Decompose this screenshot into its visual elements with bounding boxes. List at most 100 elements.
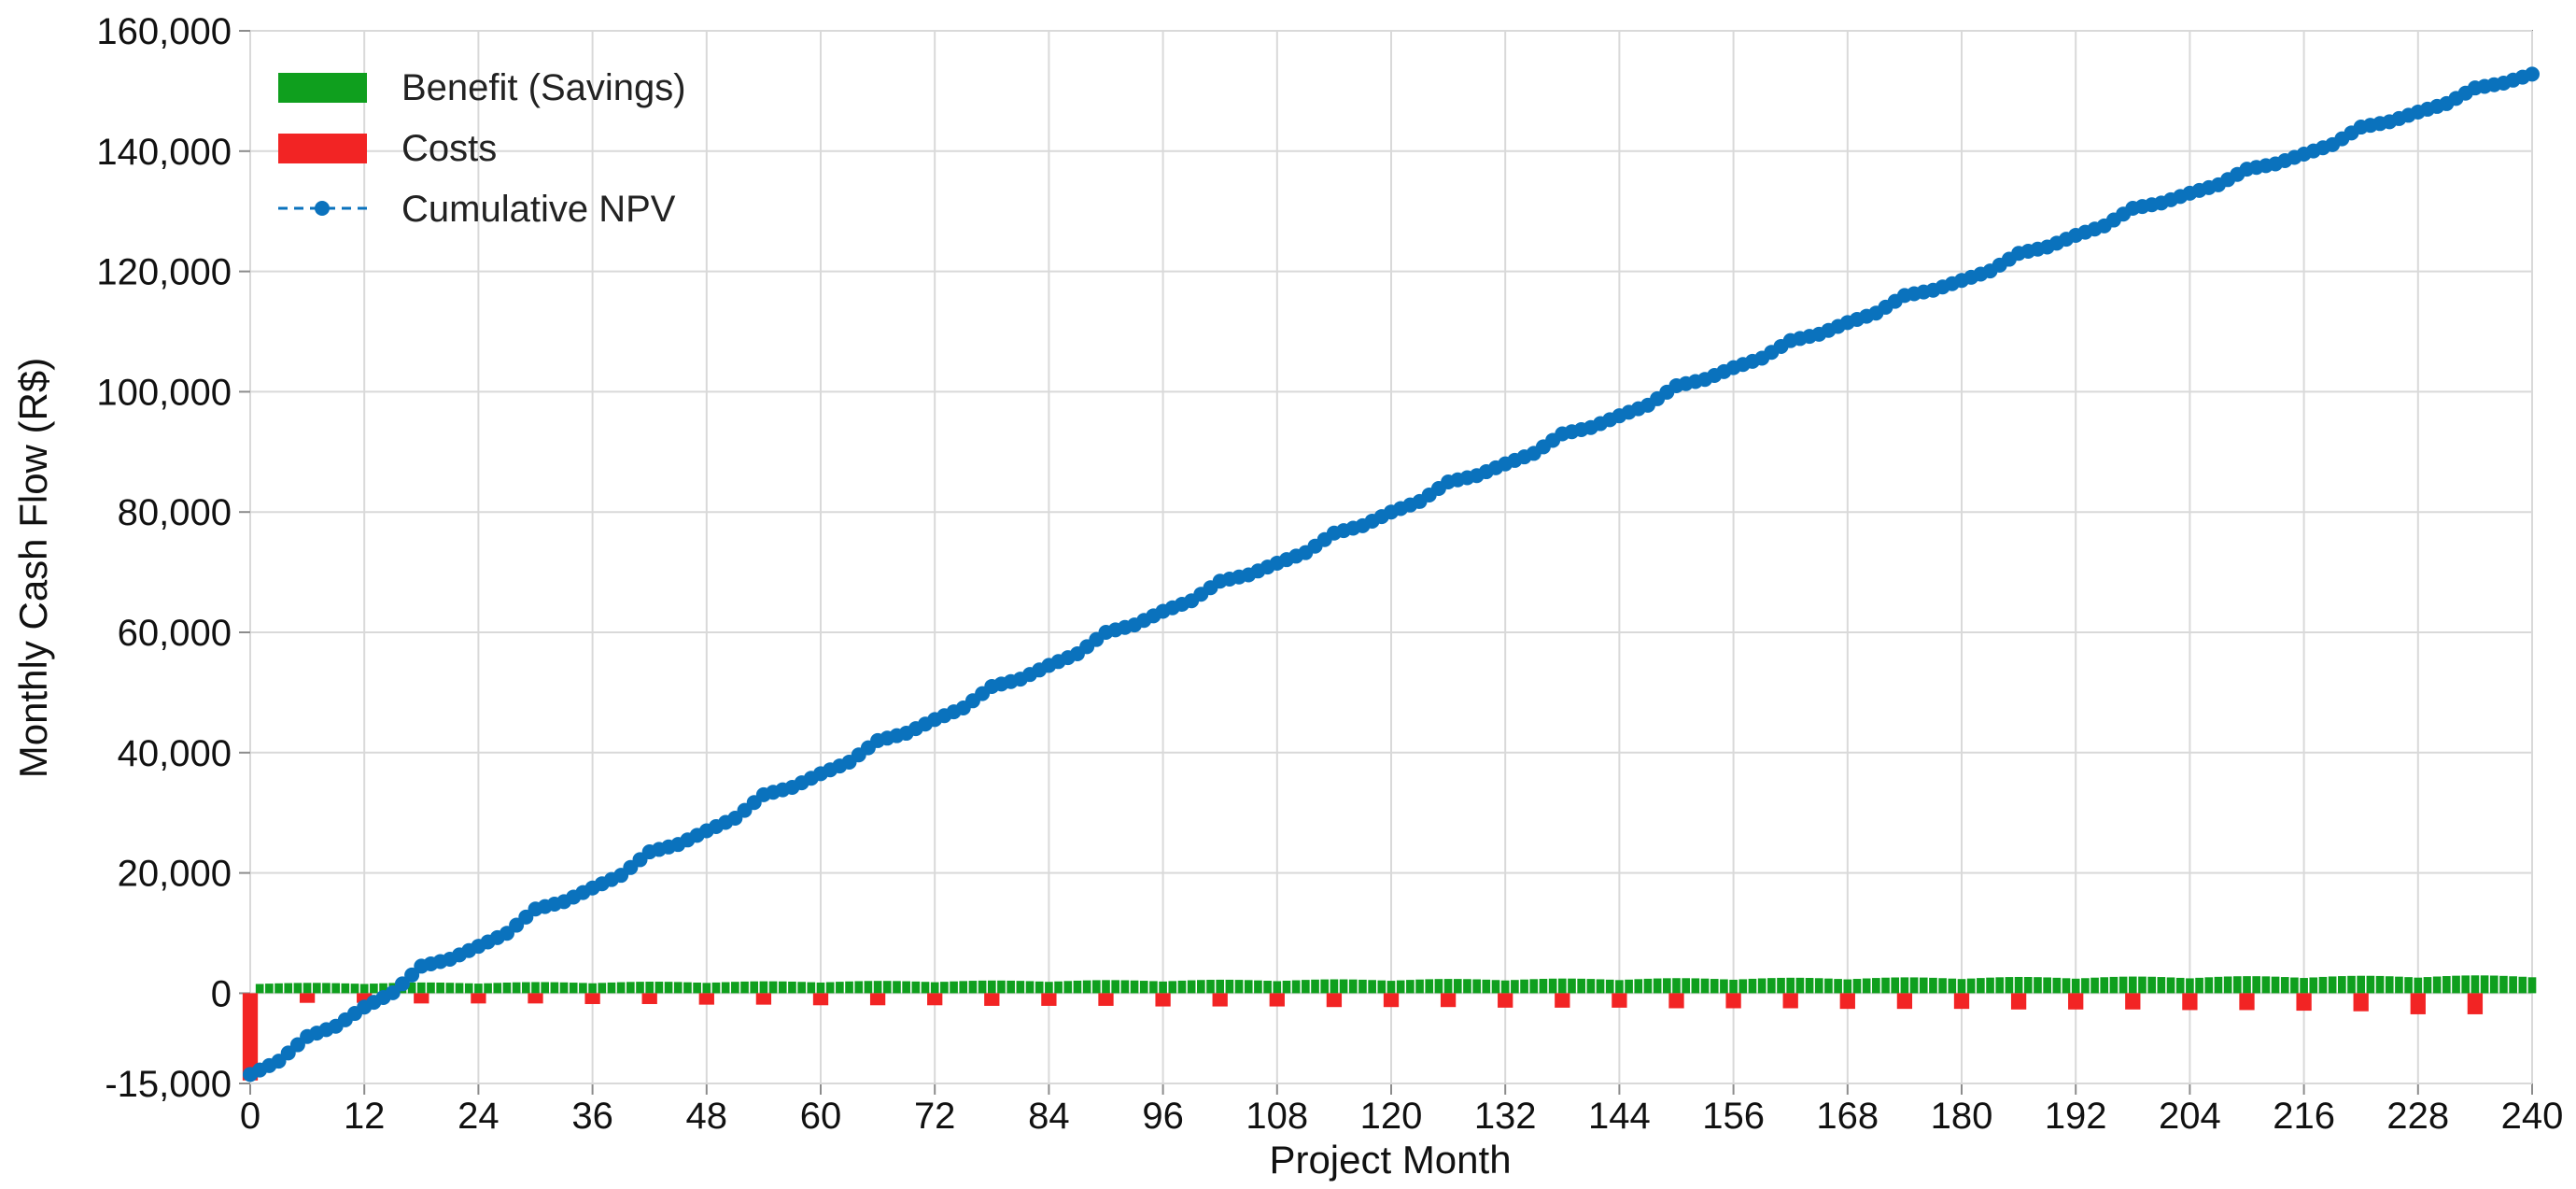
cost-bar xyxy=(2296,993,2312,1012)
benefit-bar xyxy=(854,981,864,994)
y-tick-label: 120,000 xyxy=(96,252,232,293)
benefit-bar xyxy=(303,983,312,994)
benefit-bar xyxy=(1891,977,1900,994)
benefit-bar xyxy=(1700,978,1710,994)
benefit-bar xyxy=(2166,977,2175,994)
benefit-bar xyxy=(2489,975,2499,994)
benefit-bar xyxy=(1263,981,1272,994)
benefit-bar xyxy=(911,981,921,994)
tick-labels: 0 12 24 36 48 60 72 84 96 108 120 132 144 156 168 180 19… xyxy=(96,11,2563,1137)
x-tick-label: 192 xyxy=(2045,1096,2107,1137)
benefit-bar xyxy=(379,983,387,994)
cost-bar xyxy=(2010,993,2027,1010)
benefit-bar xyxy=(265,984,274,994)
cost-bar xyxy=(1440,993,1457,1008)
cost-bar xyxy=(1269,993,1285,1007)
cost-bar xyxy=(1212,993,1228,1007)
benefit-bar xyxy=(1035,981,1044,994)
benefit-bar xyxy=(1082,980,1091,994)
benefit-bar xyxy=(1149,981,1158,994)
benefit-bar xyxy=(2452,975,2460,994)
legend-label-benefit: Benefit (Savings) xyxy=(401,67,686,108)
benefit-bar xyxy=(1091,980,1101,994)
benefit-bar xyxy=(1672,978,1681,994)
benefit-bar xyxy=(1977,978,1985,994)
benefit-bar xyxy=(959,981,968,994)
benefit-bar xyxy=(1443,979,1453,994)
benefit-bar xyxy=(1406,980,1415,994)
benefit-bar xyxy=(2014,976,2023,994)
cost-bar xyxy=(357,993,373,1003)
npv-point xyxy=(385,984,401,1000)
benefit-bar xyxy=(1339,979,1348,994)
x-tick-label: 132 xyxy=(1474,1096,1537,1137)
benefit-bar xyxy=(2023,977,2033,994)
cost-bar xyxy=(1953,993,1970,1010)
x-tick-label: 0 xyxy=(240,1096,260,1137)
benefit-bar xyxy=(693,982,701,994)
benefit-bar xyxy=(750,981,759,994)
benefit-bar xyxy=(1957,979,1966,994)
legend: Benefit (Savings) Costs Cumulative NPV xyxy=(278,67,686,230)
benefit-bar xyxy=(607,982,616,994)
x-tick-label: 36 xyxy=(571,1096,613,1137)
benefit-bar xyxy=(655,982,664,994)
benefit-bar xyxy=(1615,980,1624,994)
benefit-bar xyxy=(1120,980,1130,994)
benefit-bar xyxy=(807,982,816,994)
benefit-bar xyxy=(1586,979,1596,994)
benefit-bar xyxy=(1139,981,1148,994)
benefit-bar xyxy=(864,981,873,994)
benefit-bar xyxy=(1729,979,1738,994)
benefit-bar xyxy=(579,983,587,994)
benefit-bar xyxy=(2243,976,2251,994)
benefit-bar xyxy=(759,981,768,994)
benefit-bar xyxy=(493,983,502,994)
cost-bar xyxy=(1155,993,1171,1007)
benefit-bar xyxy=(1206,980,1215,994)
benefit-bar xyxy=(1995,977,2005,994)
cost-bar xyxy=(584,993,600,1004)
x-tick-label: 12 xyxy=(344,1096,386,1137)
benefit-bar xyxy=(2252,976,2261,994)
benefit-bar xyxy=(2081,978,2090,994)
benefit-bar xyxy=(312,983,321,994)
benefit-bar xyxy=(968,981,978,994)
y-tick-label: 100,000 xyxy=(96,372,232,413)
cost-bar xyxy=(1098,993,1114,1006)
benefit-bar xyxy=(370,984,378,994)
benefit-bar xyxy=(1311,979,1319,994)
benefit-bar xyxy=(616,982,626,994)
cost-bar xyxy=(2182,993,2198,1011)
benefit-bar xyxy=(645,982,655,994)
benefit-bar xyxy=(1415,979,1424,994)
x-tick-label: 180 xyxy=(1931,1096,1993,1137)
benefit-bar xyxy=(512,982,521,994)
benefit-bar xyxy=(474,984,483,994)
legend-swatch-costs xyxy=(278,134,367,163)
cost-bar xyxy=(869,993,886,1006)
benefit-bar xyxy=(1529,979,1539,994)
benefit-bar xyxy=(407,982,416,994)
cost-bar xyxy=(1326,993,1343,1008)
benefit-bar xyxy=(2470,975,2480,994)
cost-bar xyxy=(242,993,259,1081)
benefit-bar xyxy=(2100,977,2109,994)
benefit-bar xyxy=(1348,979,1358,994)
benefit-bar xyxy=(1738,979,1748,994)
benefit-bar xyxy=(1909,977,1919,994)
benefit-bar xyxy=(683,982,692,994)
benefit-bar xyxy=(1006,980,1015,994)
benefit-bar xyxy=(1368,980,1376,994)
benefit-bar xyxy=(893,981,901,994)
benefit-bar xyxy=(2300,978,2308,994)
cost-bar xyxy=(299,993,316,1003)
benefit-bar xyxy=(2052,977,2062,994)
benefit-bar xyxy=(2214,976,2223,994)
benefit-bar xyxy=(1596,979,1605,994)
benefit-bar xyxy=(521,982,530,994)
benefit-bar xyxy=(2138,976,2147,994)
benefit-bar xyxy=(788,981,796,994)
cost-bar xyxy=(2410,993,2426,1014)
